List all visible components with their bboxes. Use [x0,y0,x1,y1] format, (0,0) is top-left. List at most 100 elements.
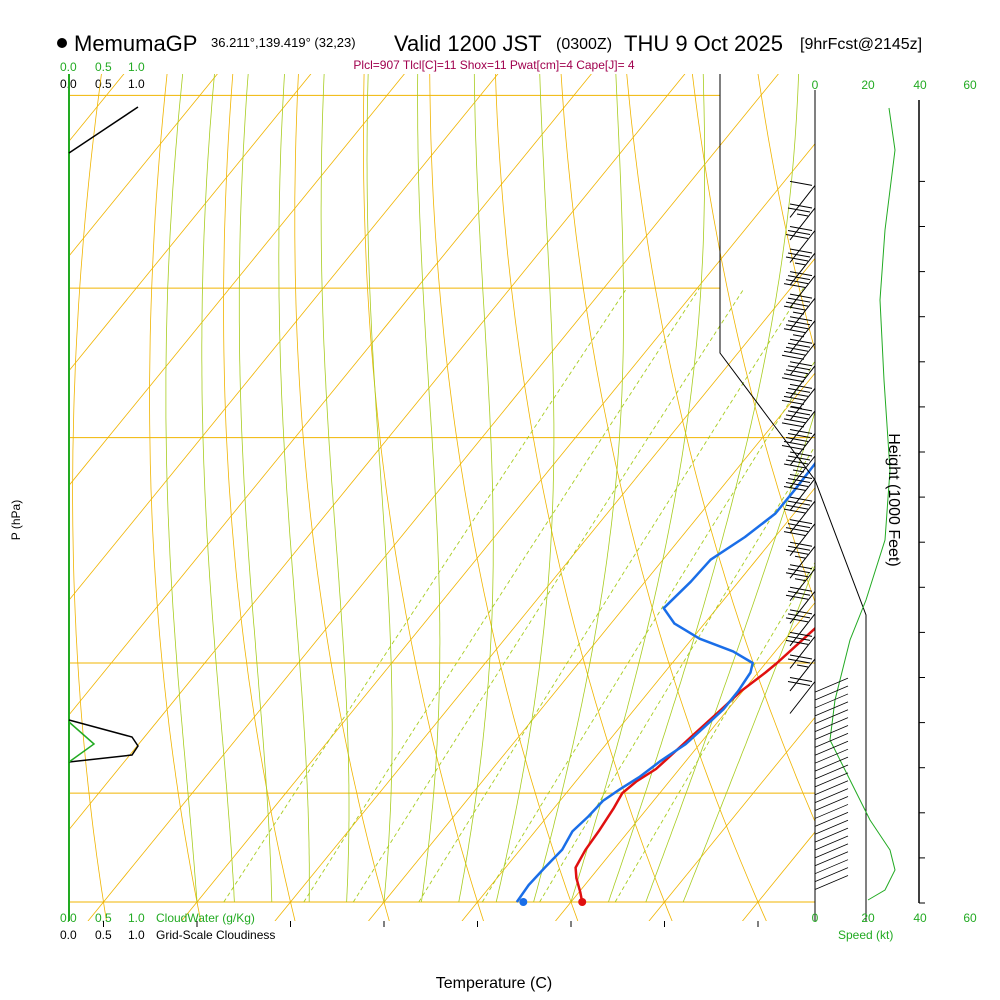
station-dot-icon [57,38,67,48]
dry-adiabat-lines [72,74,815,921]
dry-adiabat-line [757,74,815,352]
wind-barb-half-feather [792,469,805,473]
wind-barb-feather [785,324,809,330]
wind-barb-feather [787,500,811,506]
isotherm-line [0,0,135,935]
isotherm-line [69,74,405,487]
isotherm-line [918,0,1000,935]
low-level-wind-barb [814,835,849,851]
top-green-tick-0: 0.0 [60,60,77,74]
low-level-wind-barb [814,764,849,780]
isotherm-line [180,143,815,921]
wind-barb-feather [789,428,813,434]
dry-adiabat-line [362,74,484,921]
wind-barb-feather [787,297,811,303]
wind-barb-feather [783,328,807,334]
wind-barb-feather [781,377,805,383]
wind-barb-feather [789,203,813,209]
low-level-wind-barb [814,843,849,859]
valid-time: Valid 1200 JST [394,31,542,56]
wind-barb-feather [789,496,813,502]
top-cloud-scale: 0.0 0.5 1.0 0.0 0.5 1.0 [60,60,145,91]
moist-adiabat-lines [165,74,815,903]
wind-barb-feather [787,432,811,438]
moist-adiabat-line [495,74,555,903]
wind-barb-feather [789,293,813,299]
wind-barb-feather [783,283,807,289]
wind-barb-staff [789,613,816,647]
low-level-wind-barb [814,772,849,788]
wind-barb-feather [787,230,811,235]
wind-barb-half-feather [794,555,807,559]
speed-bottom-tick-0: 0 [812,911,819,925]
isotherm-line [69,74,125,142]
wind-barb-feather [785,346,809,352]
wind-barb-staff [789,681,816,714]
forecast-info: [9hrFcst@2145z] [800,36,922,53]
upper-cloudiness-profile [68,106,139,154]
wind-barb-staff [789,658,816,692]
wind-barb-feather [785,279,809,285]
wind-speed-profile [829,107,896,901]
dry-adiabat-line [429,74,579,921]
wind-barb-feather [787,590,811,596]
low-level-wind-barb [814,851,849,867]
moist-adiabat-line [570,74,705,903]
wind-barb-feather [785,301,809,307]
plot-area [0,0,1000,935]
cloudwater-label: CloudWater (g/Kg) [156,911,255,925]
wind-barb-half-feather [790,405,803,409]
wind-barb-staff [789,590,816,624]
low-level-wind-barb [814,717,849,732]
valid-zulu: (0300Z) [556,36,612,53]
low-level-wind-barb [814,788,849,804]
wind-barb-feather [785,639,809,645]
wind-barb-feather [783,395,807,401]
wind-barb-feather [787,568,811,574]
low-level-wind-barb [814,709,849,725]
moist-adiabat-line [165,74,198,903]
wind-barb-feather [783,305,807,311]
wind-barb-feather [787,658,811,664]
wind-barb-feather [783,486,807,492]
isobar-lines [0,0,1000,935]
wind-barb-feather [789,451,813,457]
wind-barb-feather [789,226,813,231]
isotherm-line [367,372,815,921]
moist-adiabat-line [366,74,393,903]
speed-bottom-tick-1: 20 [861,911,875,925]
low-level-wind-barb [814,859,849,875]
wind-barb-feather [789,338,813,344]
bottom-green-tick-1: 0.5 [95,911,112,925]
wind-barb-feather [787,455,811,461]
wind-barb-feather [783,418,807,424]
wind-barb-feather [785,527,809,533]
wind-barb-feather [783,508,807,514]
wind-barb-feather [785,594,809,600]
surface-temperature-point [578,898,587,906]
height-axis-label: Height (1000 Feet) [885,433,902,566]
wind-barb-feather [783,463,807,469]
wind-barb-feather [785,414,809,420]
wind-barb-feather [785,482,809,488]
low-level-wind-barb [814,827,849,843]
dry-adiabat-line [223,74,296,921]
wind-barb-feather [785,256,809,262]
mixing-ratio-line [352,287,745,903]
wind-barb-feather [789,564,813,570]
isotherm-line [554,601,815,921]
dry-adiabat-line [495,74,673,921]
isotherm-line [648,716,815,921]
height-axis-ticks [919,180,925,904]
low-level-wind-barb [814,693,849,709]
wind-barb-feather [789,316,813,322]
dry-adiabat-line [560,74,767,921]
wind-barb-feather [785,234,809,239]
low-level-wind-barb [814,725,849,740]
wind-barb-feather [789,586,813,592]
wind-barb-staff [789,252,816,286]
wind-barb-feather [787,681,811,686]
low-level-wind-barb [814,867,849,882]
top-black-tick-1: 0.5 [95,77,112,91]
low-level-wind-barb [814,748,849,764]
